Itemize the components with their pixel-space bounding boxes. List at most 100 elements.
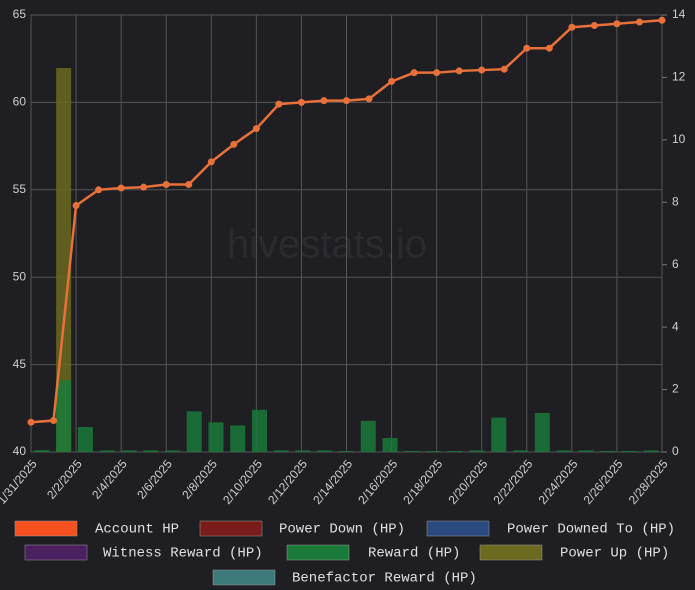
watermark: hivestats.io bbox=[227, 223, 427, 267]
legend-swatch bbox=[426, 520, 490, 537]
x-tick-label: 2/26/2025 bbox=[581, 457, 626, 507]
point bbox=[117, 184, 125, 192]
y2-tick-label: 6 bbox=[672, 257, 679, 271]
x-tick-label: 2/8/2025 bbox=[179, 457, 220, 502]
point bbox=[162, 181, 170, 189]
point bbox=[140, 183, 148, 191]
point bbox=[658, 16, 666, 24]
y-tick-label: 40 bbox=[13, 444, 27, 458]
point bbox=[365, 95, 373, 103]
point bbox=[207, 158, 215, 166]
x-tick-label: 2/22/2025 bbox=[490, 457, 535, 507]
x-tick-label: 2/2/2025 bbox=[44, 457, 85, 502]
point bbox=[275, 100, 283, 108]
point bbox=[230, 140, 238, 148]
y-tick-label: 65 bbox=[13, 7, 27, 21]
legend-label: Power Up (HP) bbox=[560, 546, 669, 562]
bar bbox=[426, 451, 442, 452]
bar bbox=[230, 425, 246, 452]
point bbox=[343, 97, 350, 105]
legend-swatch bbox=[24, 544, 88, 561]
x-tick-label: 2/16/2025 bbox=[355, 457, 400, 507]
bar bbox=[339, 451, 354, 452]
point bbox=[545, 44, 553, 52]
point bbox=[433, 69, 441, 77]
bar bbox=[600, 451, 616, 452]
y2-tick-label: 2 bbox=[672, 382, 679, 396]
bar bbox=[295, 450, 311, 452]
point bbox=[297, 98, 305, 106]
x-tick-label: 2/28/2025 bbox=[626, 457, 671, 507]
y-tick-label: 50 bbox=[13, 269, 27, 283]
bar bbox=[513, 450, 529, 452]
point bbox=[50, 417, 58, 425]
point bbox=[478, 66, 486, 74]
bar bbox=[578, 450, 594, 452]
legend-label: Power Down (HP) bbox=[279, 522, 405, 538]
point bbox=[455, 67, 463, 75]
legend-swatch bbox=[479, 544, 543, 561]
bar bbox=[186, 411, 202, 452]
legend-label: Account HP bbox=[95, 522, 179, 538]
x-tick-label: 2/18/2025 bbox=[400, 457, 445, 507]
point bbox=[27, 418, 35, 426]
bar bbox=[99, 450, 115, 452]
x-tick-label: 2/24/2025 bbox=[536, 457, 581, 507]
legend-swatch bbox=[286, 544, 350, 561]
x-tick-label: 2/12/2025 bbox=[265, 457, 310, 507]
legend-label: Power Downed To (HP) bbox=[507, 522, 675, 538]
x-tick-label: 1/31/2025 bbox=[0, 457, 40, 507]
point bbox=[95, 186, 103, 194]
bar bbox=[491, 417, 507, 452]
x-tick-label: 2/10/2025 bbox=[220, 457, 265, 507]
point bbox=[613, 20, 621, 28]
x-tick-label: 2/4/2025 bbox=[89, 457, 130, 502]
point bbox=[72, 202, 80, 210]
bar bbox=[360, 420, 376, 452]
legend-label: Reward (HP) bbox=[368, 546, 460, 562]
y-tick-label: 55 bbox=[13, 182, 27, 196]
legend-swatch bbox=[212, 569, 276, 586]
bar bbox=[643, 450, 659, 452]
legend-swatch bbox=[199, 520, 263, 537]
bar bbox=[34, 450, 50, 452]
point bbox=[590, 21, 598, 29]
legend-label: Benefactor Reward (HP) bbox=[292, 571, 477, 587]
bar bbox=[273, 450, 289, 452]
point bbox=[410, 69, 418, 77]
point bbox=[185, 181, 193, 189]
y2-tick-label: 14 bbox=[672, 7, 686, 21]
point bbox=[523, 44, 531, 52]
bar bbox=[77, 427, 93, 452]
y-tick-label: 60 bbox=[13, 95, 27, 109]
point bbox=[635, 18, 643, 26]
point bbox=[568, 23, 576, 31]
point bbox=[252, 125, 260, 133]
point bbox=[320, 97, 328, 105]
y2-tick-label: 0 bbox=[672, 444, 679, 458]
bar bbox=[317, 450, 333, 452]
y2-tick-label: 12 bbox=[672, 70, 686, 84]
point bbox=[500, 65, 508, 73]
bar bbox=[56, 380, 72, 452]
bar bbox=[447, 451, 463, 452]
bar bbox=[556, 450, 572, 452]
x-tick-label: 2/20/2025 bbox=[445, 457, 490, 507]
legend-label: Witness Reward (HP) bbox=[103, 546, 263, 562]
bar bbox=[208, 422, 224, 452]
y2-tick-label: 4 bbox=[672, 319, 679, 333]
bar bbox=[621, 451, 637, 452]
bar bbox=[469, 450, 485, 452]
y2-tick-label: 10 bbox=[672, 132, 686, 146]
x-tick-label: 2/14/2025 bbox=[310, 457, 355, 507]
bar bbox=[121, 450, 137, 452]
bar bbox=[164, 450, 180, 452]
bar bbox=[404, 451, 420, 452]
bar bbox=[534, 412, 550, 452]
x-tick-label: 2/6/2025 bbox=[134, 457, 175, 502]
bar bbox=[382, 437, 398, 452]
bar bbox=[251, 409, 267, 452]
y2-tick-label: 8 bbox=[672, 194, 679, 208]
legend-swatch bbox=[14, 520, 78, 537]
